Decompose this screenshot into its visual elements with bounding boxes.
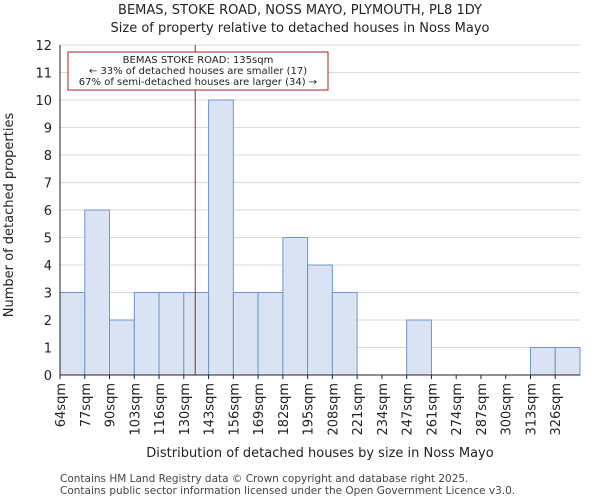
y-tick-label: 8 <box>44 149 52 164</box>
y-tick-label: 6 <box>44 204 52 219</box>
chart-subtitle: Size of property relative to detached ho… <box>111 21 490 36</box>
bars <box>59 99 581 376</box>
y-tick-label: 9 <box>44 122 52 137</box>
x-tick-label: 247sqm <box>401 383 416 436</box>
annotation-box <box>67 51 329 91</box>
y-tick-label: 0 <box>44 369 52 384</box>
x-tick-label: 274sqm <box>450 383 465 436</box>
x-tick-label: 77sqm <box>79 383 94 427</box>
x-tick-label: 64sqm <box>54 383 69 427</box>
x-tick-label: 130sqm <box>178 383 193 436</box>
annotation-line-1: BEMAS STOKE ROAD: 135sqm <box>123 55 274 66</box>
x-tick-label: 208sqm <box>326 383 341 436</box>
y-tick-label: 3 <box>44 287 52 302</box>
x-axis-label: Distribution of detached houses by size … <box>146 446 493 461</box>
bar <box>133 292 160 376</box>
annotation-line-2: ← 33% of detached houses are smaller (17… <box>89 66 307 77</box>
x-tick-label: 300sqm <box>500 383 515 436</box>
x-tick-label: 195sqm <box>302 383 317 436</box>
bar <box>84 209 111 376</box>
bar <box>307 264 333 376</box>
chart-title: BEMAS, STOKE ROAD, NOSS MAYO, PLYMOUTH, … <box>118 3 482 18</box>
x-tick-label: 221sqm <box>351 383 366 436</box>
chart: BEMAS, STOKE ROAD, NOSS MAYO, PLYMOUTH, … <box>2 3 581 461</box>
x-tick-label: 313sqm <box>524 383 539 436</box>
footer-line-2: Contains public sector information licen… <box>60 485 516 497</box>
x-tick-label: 287sqm <box>475 383 490 436</box>
y-tick-label: 1 <box>44 342 52 357</box>
y-tick-label: 11 <box>35 67 52 82</box>
x-tick-label: 234sqm <box>376 383 391 436</box>
bar <box>331 292 358 376</box>
y-tick-label: 5 <box>44 232 52 247</box>
y-tick-label: 12 <box>35 39 52 54</box>
axes <box>59 45 580 376</box>
x-tick-labels: 64sqm 77sqm 90sqm 103sqm 116sqm 130sqm 143sqm 1… <box>54 375 564 436</box>
bar <box>232 292 259 376</box>
x-tick-label: 103sqm <box>128 383 143 436</box>
x-tick-label: 156sqm <box>227 383 242 436</box>
y-tick-label: 10 <box>35 94 52 109</box>
bar <box>109 319 135 376</box>
bar <box>208 99 234 376</box>
footer-line-1: Contains HM Land Registry data © Crown c… <box>60 473 469 485</box>
bar <box>282 237 309 376</box>
x-tick-label: 143sqm <box>203 383 218 436</box>
x-tick-label: 326sqm <box>549 383 564 436</box>
y-tick-label: 4 <box>44 259 52 274</box>
bar <box>529 347 556 376</box>
x-tick-label: 116sqm <box>153 383 168 436</box>
x-tick-label: 90sqm <box>104 383 119 427</box>
x-tick-label: 261sqm <box>425 383 440 436</box>
x-tick-label: 182sqm <box>277 383 292 436</box>
bar <box>183 292 210 376</box>
annotation-line-3: 67% of semi-detached houses are larger (… <box>79 77 317 88</box>
bar <box>406 319 432 376</box>
x-tick-label: 169sqm <box>252 383 267 436</box>
bar <box>158 292 185 376</box>
property-marker: BEMAS STOKE ROAD: 135sqm← 33% of detache… <box>67 45 329 375</box>
y-tick-label: 2 <box>44 314 52 329</box>
bar <box>257 292 284 376</box>
bar <box>59 292 86 376</box>
y-tick-label: 7 <box>44 177 52 192</box>
y-axis-label: Number of detached properties <box>2 113 17 318</box>
bar <box>554 347 581 376</box>
